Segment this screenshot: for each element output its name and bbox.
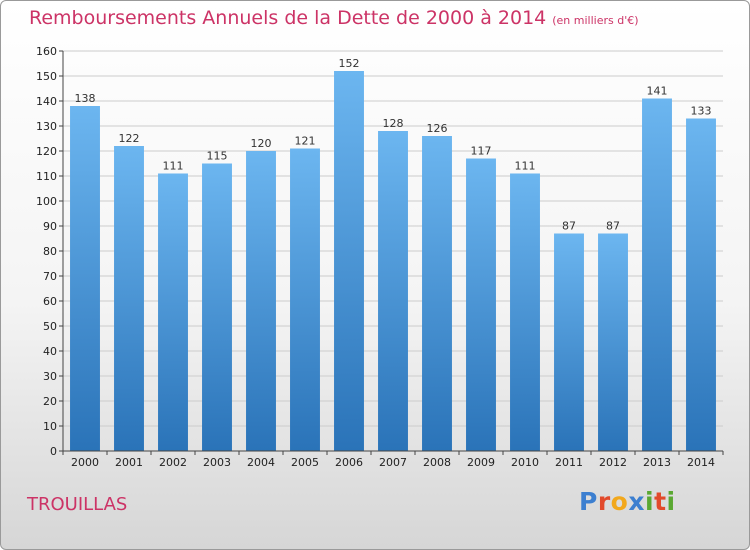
y-tick-label: 120	[36, 145, 57, 158]
bar-value-label: 122	[119, 132, 140, 145]
y-tick-label: 160	[36, 45, 57, 58]
bar-2014	[686, 118, 716, 451]
bar-value-label: 133	[691, 105, 712, 118]
y-tick-label: 70	[43, 270, 57, 283]
x-tick-label: 2002	[159, 456, 187, 469]
bar-value-label: 138	[75, 92, 96, 105]
x-tick-label: 2009	[467, 456, 495, 469]
bar-2006	[334, 71, 364, 451]
bar-value-label: 120	[251, 137, 272, 150]
bar-2009	[466, 158, 496, 451]
axes: 0 10 20 30 40 50 60 70 80 90 100 110 120 130 140 150 160…	[36, 45, 724, 469]
bar-2013	[642, 98, 672, 451]
bar-2000	[70, 106, 100, 451]
bar-2004	[246, 151, 276, 451]
y-tick-label: 10	[43, 420, 57, 433]
bar-value-label: 111	[163, 160, 184, 173]
chart-unit-label: (en milliers d'€)	[552, 14, 639, 27]
y-tick-label: 130	[36, 120, 57, 133]
x-tick-label: 2006	[335, 456, 363, 469]
logo-letter: o	[610, 487, 629, 516]
logo-letter: P	[579, 487, 598, 516]
bar-value-label: 121	[295, 135, 316, 148]
y-tick-label: 110	[36, 170, 57, 183]
bar-value-label: 87	[606, 220, 620, 233]
bar-2001	[114, 146, 144, 451]
bar-2012	[598, 233, 628, 451]
x-tick-label: 2011	[555, 456, 583, 469]
logo-letter: i	[666, 487, 676, 516]
x-tick-label: 2001	[115, 456, 143, 469]
bar-value-label: 152	[339, 57, 360, 70]
y-tick-label: 30	[43, 370, 57, 383]
x-tick-label: 2014	[687, 456, 715, 469]
y-tick-label: 80	[43, 245, 57, 258]
y-tick-label: 20	[43, 395, 57, 408]
y-tick-label: 100	[36, 195, 57, 208]
y-tick-label: 0	[50, 445, 57, 458]
bar-2005	[290, 148, 320, 451]
bar-value-label: 111	[515, 160, 536, 173]
bar-2010	[510, 173, 540, 451]
logo-letter: r	[597, 487, 611, 516]
bar-2003	[202, 163, 232, 451]
x-tick-label: 2003	[203, 456, 231, 469]
y-tick-label: 90	[43, 220, 57, 233]
x-tick-label: 2000	[71, 456, 99, 469]
y-tick-label: 140	[36, 95, 57, 108]
logo-letter: x	[628, 487, 645, 516]
bar-2002	[158, 173, 188, 451]
y-tick-label: 50	[43, 320, 57, 333]
chart-title: Remboursements Annuels de la Dette de 20…	[29, 7, 639, 29]
bar-2008	[422, 136, 452, 451]
x-tick-label: 2008	[423, 456, 451, 469]
logo-letter: t	[654, 487, 667, 516]
y-tick-label: 40	[43, 345, 57, 358]
y-tick-label: 60	[43, 295, 57, 308]
x-tick-label: 2012	[599, 456, 627, 469]
x-tick-label: 2013	[643, 456, 671, 469]
commune-name: TROUILLAS	[27, 494, 128, 515]
chart-title-text: Remboursements Annuels de la Dette de 20…	[29, 7, 547, 29]
bar-value-label: 117	[471, 145, 492, 158]
bar-2011	[554, 233, 584, 451]
bar-value-label: 115	[207, 150, 228, 163]
y-tick-label: 150	[36, 70, 57, 83]
bar-2007	[378, 131, 408, 451]
bar-value-label: 126	[427, 122, 448, 135]
x-tick-label: 2007	[379, 456, 407, 469]
bar-value-label: 87	[562, 220, 576, 233]
x-tick-label: 2010	[511, 456, 539, 469]
proxiti-logo: Proxiti	[579, 487, 676, 516]
bar-value-label: 141	[647, 85, 668, 98]
logo-letter: i	[645, 487, 655, 516]
bar-value-label: 128	[383, 117, 404, 130]
x-tick-label: 2005	[291, 456, 319, 469]
bars: 138 122 111 115 120 121 152 128 126 117 111 87 87 141…	[70, 57, 716, 451]
x-tick-label: 2004	[247, 456, 275, 469]
